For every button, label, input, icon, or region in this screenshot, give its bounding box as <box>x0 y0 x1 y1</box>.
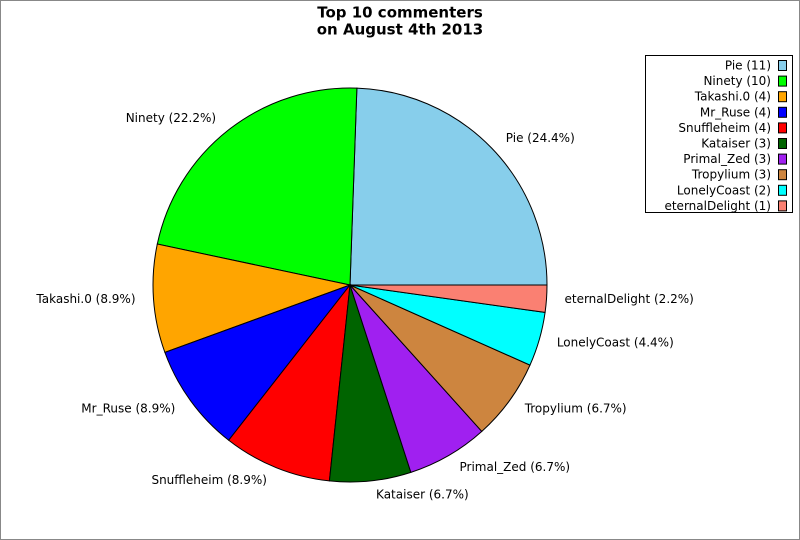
slice-label: Mr_Ruse (8.9%) <box>81 402 175 416</box>
legend-swatch <box>778 122 787 134</box>
legend-label: Snuffleheim (4) <box>678 121 771 135</box>
legend-swatch <box>778 91 787 103</box>
legend-swatch <box>778 106 787 118</box>
legend-label: Pie (11) <box>725 59 771 73</box>
legend-swatch <box>778 200 787 212</box>
slice-label: Takashi.0 (8.9%) <box>35 292 135 306</box>
slice-label: Ninety (22.2%) <box>126 111 216 125</box>
legend-swatch <box>778 153 787 165</box>
slice <box>349 284 548 313</box>
slice-label: Snuffleheim (8.9%) <box>151 473 267 487</box>
legend-swatch <box>778 169 787 181</box>
slice <box>228 283 351 482</box>
legend-label: Tropylium (3) <box>691 168 771 182</box>
slice-label: eternalDelight (2.2%) <box>564 292 693 306</box>
legend-label: Ninety (10) <box>703 74 771 88</box>
slice <box>152 243 352 354</box>
slice-label: Kataiser (6.7%) <box>376 487 469 501</box>
legend-label: Mr_Ruse (4) <box>700 105 771 119</box>
slice-label: Tropylium (6.7%) <box>524 402 627 416</box>
slice-label: Pie (24.4%) <box>506 131 575 145</box>
slice <box>164 283 352 441</box>
slice-label: Primal_Zed (6.7%) <box>460 460 571 474</box>
legend-label: Primal_Zed (3) <box>683 152 771 166</box>
legend-label: LonelyCoast (2) <box>677 183 771 197</box>
legend-box <box>645 55 793 213</box>
slice-label: LonelyCoast (4.4%) <box>557 336 674 350</box>
legend-swatch <box>778 60 787 71</box>
chart-title: Top 10 commenters <box>317 4 483 22</box>
legend-label: Takashi.0 (4) <box>694 90 771 104</box>
legend-swatch <box>778 184 787 196</box>
legend-swatch <box>778 138 787 149</box>
legend-label: Kataiser (3) <box>701 137 771 151</box>
slice <box>349 87 548 286</box>
chart-subtitle: on August 4th 2013 <box>317 21 484 39</box>
legend-label: eternalDelight (1) <box>664 199 771 213</box>
slice <box>156 87 358 286</box>
legend-swatch <box>778 75 787 87</box>
